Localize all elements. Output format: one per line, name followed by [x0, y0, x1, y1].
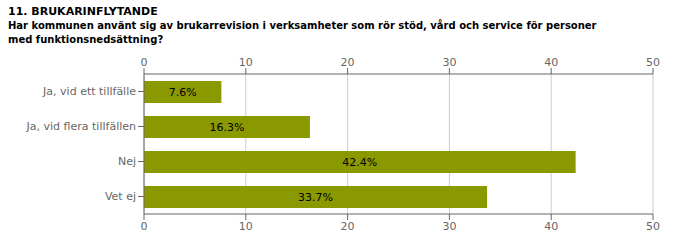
- svg-text:Ja, vid flera tillfällen: Ja, vid flera tillfällen: [26, 120, 136, 133]
- svg-text:30: 30: [442, 220, 456, 233]
- html-text:Har kommunen använt sig av bru: Har kommunen använt sig av brukarrevisio…: [8, 20, 597, 31]
- svg-text:16.3%: 16.3%: [209, 121, 244, 134]
- svg-text:40: 40: [544, 220, 558, 233]
- svg-text:10: 10: [239, 220, 253, 233]
- svg-text:0: 0: [141, 56, 148, 69]
- svg-text:33.7%: 33.7%: [298, 191, 333, 204]
- svg-text:40: 40: [544, 56, 558, 69]
- svg-text:20: 20: [341, 220, 355, 233]
- svg-text:50: 50: [646, 56, 660, 69]
- svg-text:42.4%: 42.4%: [342, 156, 377, 169]
- svg-text:20: 20: [341, 56, 355, 69]
- html-text:11. BRUKARINFLYTANDE: 11. BRUKARINFLYTANDE: [8, 5, 158, 18]
- svg-text:0: 0: [141, 220, 148, 233]
- svg-text:Nej: Nej: [118, 155, 136, 168]
- html-text:med funktionsnedsättning?: med funktionsnedsättning?: [8, 34, 164, 45]
- svg-text:10: 10: [239, 56, 253, 69]
- svg-text:Ja, vid ett tillfälle: Ja, vid ett tillfälle: [42, 85, 136, 98]
- svg-text:7.6%: 7.6%: [169, 86, 197, 99]
- svg-text:50: 50: [646, 220, 660, 233]
- svg-text:30: 30: [442, 56, 456, 69]
- svg-text:Vet ej: Vet ej: [105, 190, 136, 203]
